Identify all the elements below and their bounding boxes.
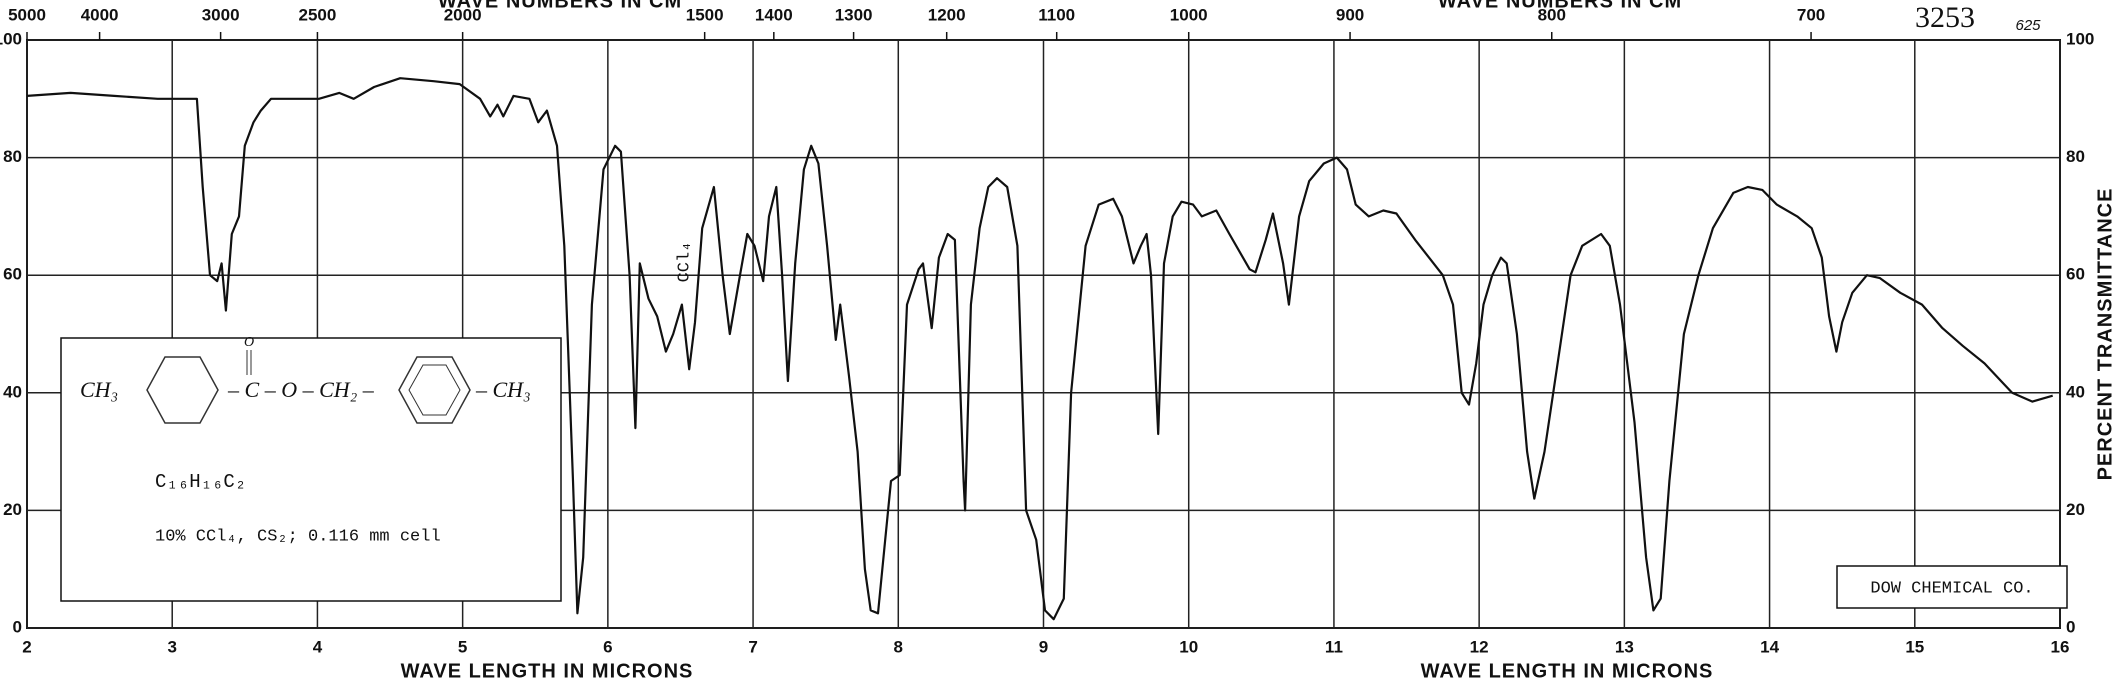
group: CH₂ (319, 377, 358, 402)
x2-tick-label: 1400 (755, 5, 793, 24)
structure-box: CH₃ O – C – O – CH₂ – – CH₃ C₁₆H₁₆C₂ 10%… (60, 335, 562, 602)
x2-tick-label: 2000 (444, 5, 482, 24)
y2-tick-label: 0 (2066, 617, 2075, 636)
y-tick-label: 80 (3, 147, 22, 166)
x-tick-label: 15 (1905, 637, 1924, 656)
y2-tick-label: 60 (2066, 265, 2085, 284)
x-tick-label: 14 (1760, 637, 1779, 656)
x2-tick-label: 1100 (1038, 5, 1075, 24)
x2-tick-label: 1200 (928, 5, 966, 24)
group: CH₃ (80, 377, 118, 402)
group: CH₃ (493, 377, 531, 402)
x2-tick-label: 2500 (299, 5, 337, 24)
x2-tick-label: 900 (1336, 5, 1364, 24)
y-tick-label: 60 (3, 265, 22, 284)
group: – C – O – CH₂ – (227, 377, 375, 402)
y2-tick-label: 80 (2066, 147, 2085, 166)
x-tick-label: 16 (2051, 637, 2070, 656)
x-tick-label: 5 (458, 637, 467, 656)
x-tick-label: 13 (1615, 637, 1634, 656)
group: – CH₃ (475, 377, 531, 402)
x2-tick-label: 4000 (81, 5, 119, 24)
x2-tick-label: 800 (1538, 5, 1566, 24)
x-tick-label: 2 (22, 637, 31, 656)
x-axis-label: WAVE LENGTH IN MICRONS (401, 660, 694, 682)
x2-tick-label: 1000 (1170, 5, 1208, 24)
group: O (281, 377, 297, 402)
conditions: 10% CCl₄, CS₂; 0.116 mm cell (155, 527, 441, 546)
ring (398, 356, 471, 424)
x-axis-label: WAVE LENGTH IN MICRONS (1421, 660, 1714, 682)
credit: DOW CHEMICAL CO. (1870, 579, 2033, 598)
y2-tick-label: 40 (2066, 382, 2085, 401)
x-tick-label: 10 (1179, 637, 1198, 656)
x-tick-label: 9 (1039, 637, 1048, 656)
x2-tick-label: 700 (1797, 5, 1825, 24)
x-tick-label: 8 (894, 637, 903, 656)
y-tick-label: 100 (0, 29, 22, 48)
x-tick-label: 11 (1325, 637, 1343, 656)
y2-tick-label: 20 (2066, 500, 2085, 519)
x2-tick-label: 1300 (835, 5, 873, 24)
x-tick-label: 12 (1470, 637, 1489, 656)
ring-inner (408, 364, 461, 416)
y-tick-label: 20 (3, 500, 22, 519)
x-tick-label: 4 (313, 637, 323, 656)
box (60, 337, 562, 602)
y2-tick-label: 100 (2066, 29, 2094, 48)
annotation: CCl₄ (675, 242, 694, 283)
group: O (244, 335, 254, 350)
ring (146, 356, 219, 424)
top-axis-label: WAVE NUMBERS IN CM (1438, 0, 1682, 12)
y-axis-label: PERCENT TRANSMITTANCE (2094, 188, 2116, 481)
x-tick-label: 7 (748, 637, 757, 656)
x2-tick-label: 5000 (8, 5, 46, 24)
y-tick-label: 40 (3, 382, 22, 401)
serial: 3253 (1915, 1, 1975, 34)
x2-tick-label: 3000 (202, 5, 240, 24)
spectrum-line (26, 77, 2054, 621)
y-tick-label: 0 (13, 617, 22, 636)
x2-tick-label: 1500 (686, 5, 724, 24)
group: C (245, 377, 260, 402)
formula: C₁₆H₁₆C₂ (155, 471, 246, 493)
x-tick-label: 6 (603, 637, 612, 656)
credit-box (1836, 565, 2068, 609)
serial-sub: 625 (2015, 17, 2041, 34)
top-axis-label: WAVE NUMBERS IN CM (438, 0, 682, 12)
x-tick-label: 3 (167, 637, 176, 656)
